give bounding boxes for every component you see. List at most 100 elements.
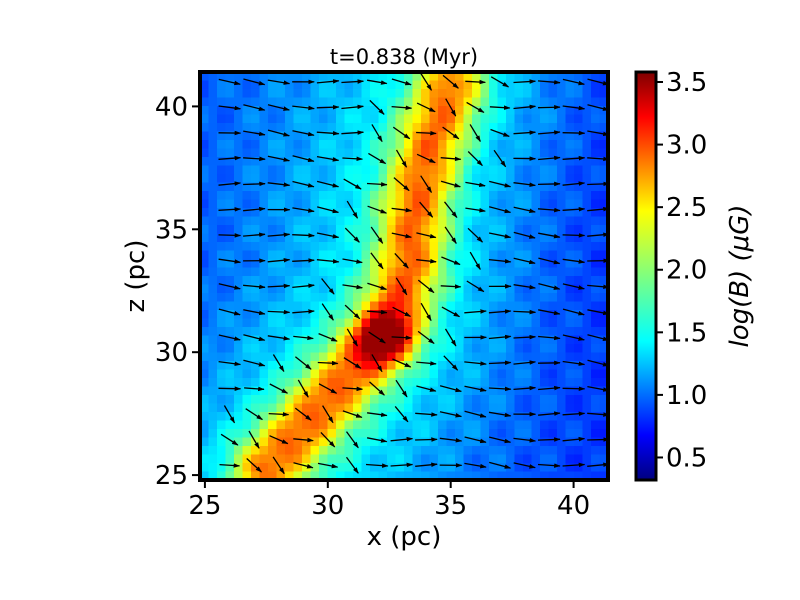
- colorbar-ticks: 0.51.01.52.02.53.03.5: [656, 68, 707, 473]
- field-cell: [463, 165, 473, 175]
- field-cell: [285, 301, 295, 311]
- field-cell: [234, 369, 244, 379]
- field-cell: [361, 114, 371, 124]
- field-cell: [361, 327, 371, 337]
- field-cell: [574, 233, 584, 243]
- field-vector: [587, 437, 608, 442]
- field-cell: [217, 369, 227, 379]
- field-cell: [327, 233, 337, 243]
- field-vector: [292, 105, 315, 111]
- field-cell: [582, 412, 592, 422]
- field-cell: [514, 225, 524, 235]
- field-cell: [310, 352, 320, 362]
- field-cell: [225, 140, 235, 150]
- field-cell: [412, 157, 422, 167]
- field-vector: [292, 309, 315, 314]
- field-cell: [591, 335, 601, 345]
- field-cell: [591, 140, 601, 150]
- field-cell: [412, 471, 422, 480]
- field-cell: [591, 165, 601, 175]
- field-cell: [582, 174, 592, 184]
- field-cell: [574, 97, 584, 107]
- field-cell: [404, 378, 414, 388]
- field-vector: [489, 180, 512, 188]
- field-cell: [319, 250, 329, 260]
- field-cell: [387, 276, 397, 286]
- field-cell: [387, 140, 397, 150]
- field-cell: [429, 454, 439, 464]
- field-cell: [514, 403, 524, 413]
- field-cell: [395, 412, 405, 422]
- field-cell: [251, 208, 261, 218]
- field-cell: [234, 123, 244, 133]
- field-cell: [548, 182, 558, 192]
- field-cell: [327, 148, 337, 158]
- field-cell: [565, 437, 575, 447]
- field-cell: [361, 216, 371, 226]
- field-cell: [404, 420, 414, 430]
- field-cell: [548, 310, 558, 320]
- field-cell: [446, 174, 456, 184]
- field-cell: [523, 310, 533, 320]
- field-cell: [370, 386, 380, 396]
- field-cell: [251, 310, 261, 320]
- field-cell: [591, 208, 601, 218]
- field-cell: [599, 276, 608, 286]
- field-cell: [208, 310, 218, 320]
- field-cell: [327, 463, 337, 473]
- field-cell: [489, 182, 499, 192]
- field-cell: [302, 72, 312, 82]
- field-vector: [488, 309, 512, 314]
- field-cell: [259, 276, 269, 286]
- field-cell: [378, 267, 388, 277]
- field-cell: [217, 131, 227, 141]
- field-cell: [514, 250, 524, 260]
- field-cell: [531, 361, 541, 371]
- field-cell: [480, 420, 490, 430]
- field-cell: [259, 140, 269, 150]
- field-cell: [319, 106, 329, 116]
- field-cell: [353, 174, 363, 184]
- field-cell: [463, 208, 473, 218]
- field-cell: [225, 250, 235, 260]
- field-cell: [557, 89, 567, 99]
- field-cell: [217, 327, 227, 337]
- field-cell: [276, 403, 286, 413]
- field-cell: [336, 420, 346, 430]
- field-cell: [421, 352, 431, 362]
- field-cell: [327, 80, 337, 90]
- field-cell: [548, 369, 558, 379]
- field-cell: [446, 182, 456, 192]
- field-cell: [599, 471, 608, 480]
- field-cell: [531, 80, 541, 90]
- field-cell: [319, 386, 329, 396]
- field-cell: [446, 114, 456, 124]
- field-cell: [276, 182, 286, 192]
- field-cell: [446, 471, 456, 480]
- field-cell: [302, 395, 312, 405]
- field-cell: [336, 471, 346, 480]
- field-cell: [523, 106, 533, 116]
- colorbar-tick-label: 3.0: [666, 131, 707, 161]
- field-cell: [387, 97, 397, 107]
- field-cell: [506, 369, 516, 379]
- field-cell: [421, 72, 431, 82]
- field-cell: [259, 403, 269, 413]
- field-cell: [378, 429, 388, 439]
- field-cell: [200, 80, 210, 90]
- field-cell: [480, 327, 490, 337]
- field-vector: [269, 435, 289, 445]
- field-cell: [514, 420, 524, 430]
- field-cell: [446, 369, 456, 379]
- field-vector: [369, 99, 385, 115]
- field-cell: [574, 361, 584, 371]
- field-cell: [395, 318, 405, 328]
- field-cell: [361, 242, 371, 252]
- field-cell: [429, 446, 439, 456]
- field-vector: [537, 79, 561, 85]
- field-vector: [392, 306, 412, 317]
- field-cell: [336, 361, 346, 371]
- field-cell: [353, 199, 363, 209]
- field-cell: [565, 369, 575, 379]
- field-vector: [243, 78, 266, 86]
